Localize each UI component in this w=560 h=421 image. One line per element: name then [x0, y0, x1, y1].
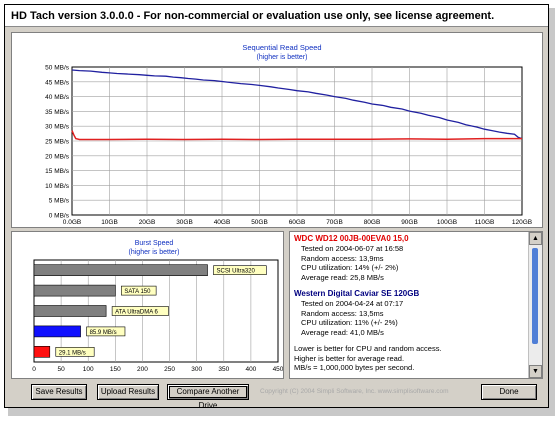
bar-value-label: 85.9 MB/s: [90, 330, 117, 336]
bar: [33, 264, 208, 277]
drive-tested-date: Tested on 2004-06-07 at 16:58: [301, 244, 404, 253]
hdtach-window: HD Tach version 3.0.0.0 - For non-commer…: [4, 4, 549, 410]
y-tick-label: 5 MB/s: [49, 198, 70, 205]
drive-entry: Western Digital Caviar SE 120GB Tested o…: [294, 289, 526, 337]
y-tick-label: 35 MB/s: [45, 109, 70, 116]
x-tick-label: 100: [83, 366, 94, 373]
sequential-read-chart: Sequential Read Speed (higher is better)…: [45, 43, 532, 226]
bar-label-box: [213, 265, 267, 276]
sequential-read-panel: Sequential Read Speed (higher is better)…: [11, 32, 543, 228]
y-tick-label: 40 MB/s: [45, 94, 70, 101]
drive-title: Western Digital Caviar SE 120GB: [294, 289, 420, 298]
scroll-thumb[interactable]: [532, 248, 538, 344]
y-tick-label: 45 MB/s: [45, 79, 70, 86]
compare-another-drive-button[interactable]: Compare Another Drive: [167, 384, 249, 410]
chart-title: Sequential Read Speed: [242, 43, 321, 52]
x-tick-label: 60GB: [289, 219, 306, 226]
note-line: Higher is better for average read.: [294, 353, 405, 363]
bar-value-label: ATA UltraDMA 6: [115, 310, 158, 316]
drive-info-text: WDC WD12 00JB-00EVA0 15,0 Tested on 2004…: [294, 234, 526, 373]
drive-cpu-utilization: CPU utilization: 11% (+/- 2%): [301, 318, 398, 327]
upload-results-button[interactable]: Upload Results: [97, 384, 159, 400]
x-tick-label: 200: [137, 366, 148, 373]
drive-average-read: Average read: 25,8 MB/s: [301, 272, 384, 282]
x-tick-label: 10GB: [101, 219, 118, 226]
y-tick-label: 20 MB/s: [45, 153, 70, 160]
x-tick-label: 30GB: [176, 219, 193, 226]
y-tick-label: 15 MB/s: [45, 168, 70, 175]
drive-average-read: Average read: 41,0 MB/s: [301, 327, 384, 337]
series-line-2: [71, 130, 522, 141]
x-tick-label: 40GB: [214, 219, 231, 226]
y-tick-label: 50 MB/s: [45, 65, 70, 72]
drive-title: WDC WD12 00JB-00EVA0 15,0: [294, 234, 409, 243]
window-title: HD Tach version 3.0.0.0 - For non-commer…: [5, 5, 548, 27]
bar-value-label: SATA 150: [124, 289, 151, 295]
burst-speed-panel: Burst Speed (higher is better) 0 50 100 150…: [11, 231, 284, 379]
bar-label-box: [86, 326, 126, 337]
drive-entry: WDC WD12 00JB-00EVA0 15,0 Tested on 2004…: [294, 234, 526, 282]
chart-subtitle: (higher is better): [129, 249, 180, 256]
chart-title: Burst Speed: [135, 240, 174, 247]
x-tick-label: 150: [110, 366, 121, 373]
x-tick-label: 400: [245, 366, 256, 373]
bar: [33, 346, 51, 358]
x-tick-label: 90GB: [401, 219, 418, 226]
drive-info-panel[interactable]: WDC WD12 00JB-00EVA0 15,0 Tested on 2004…: [289, 231, 543, 379]
x-tick-label: 350: [218, 366, 229, 373]
bar-label-box: [55, 347, 95, 357]
drive-cpu-utilization: CPU utilization: 14% (+/- 2%): [301, 263, 399, 272]
scroll-down-icon[interactable]: ▼: [529, 365, 542, 378]
bar: [33, 305, 107, 317]
note-line: MB/s = 1,000,000 bytes per second.: [294, 363, 415, 372]
x-tick-label: 0: [32, 366, 36, 373]
note-line: Lower is better for CPU and random acces…: [294, 344, 442, 353]
burst-speed-chart: Burst Speed (higher is better) 0 50 100 150…: [32, 240, 283, 373]
bar: [33, 284, 116, 297]
y-tick-label: 30 MB/s: [45, 124, 70, 131]
x-tick-label: 100GB: [437, 219, 457, 226]
x-tick-label: 110GB: [475, 219, 495, 226]
x-tick-label: 120GB: [512, 219, 532, 226]
x-tick-label: 450: [273, 366, 283, 373]
y-tick-label: 10 MB/s: [45, 183, 70, 190]
bar: [33, 325, 81, 338]
x-tick-label: 20GB: [139, 219, 156, 226]
x-tick-label: 250: [164, 366, 175, 373]
x-tick-label: 70GB: [326, 219, 343, 226]
bar-label-box: [121, 285, 157, 296]
drive-tested-date: Tested on 2004-04-24 at 07:17: [301, 299, 404, 308]
drive-random-access: Random access: 13,5ms: [301, 308, 384, 318]
bar-value-label: 29.1 MB/s: [59, 350, 86, 356]
drive-random-access: Random access: 13,9ms: [301, 253, 384, 263]
copyright-text: Copyright (C) 2004 Simpli Software, Inc.…: [260, 388, 449, 395]
save-results-button[interactable]: Save Results: [31, 384, 87, 400]
x-tick-label: 50: [57, 366, 65, 373]
vertical-scrollbar[interactable]: ▲ ▼: [528, 232, 542, 378]
y-tick-label: 0 MB/s: [49, 213, 70, 220]
scroll-up-icon[interactable]: ▲: [529, 232, 542, 245]
x-tick-label: 50GB: [251, 219, 268, 226]
x-tick-label: 300: [191, 366, 202, 373]
x-tick-label: 80GB: [364, 219, 381, 226]
bar-value-label: SCSI Ultra320: [217, 269, 256, 275]
series-line-1: [71, 69, 523, 140]
chart-subtitle: (higher is better): [257, 54, 308, 61]
bar-label-box: [111, 306, 169, 316]
done-button[interactable]: Done: [481, 384, 537, 400]
x-tick-label: 0.0GB: [63, 219, 81, 226]
y-tick-label: 25 MB/s: [45, 139, 70, 146]
